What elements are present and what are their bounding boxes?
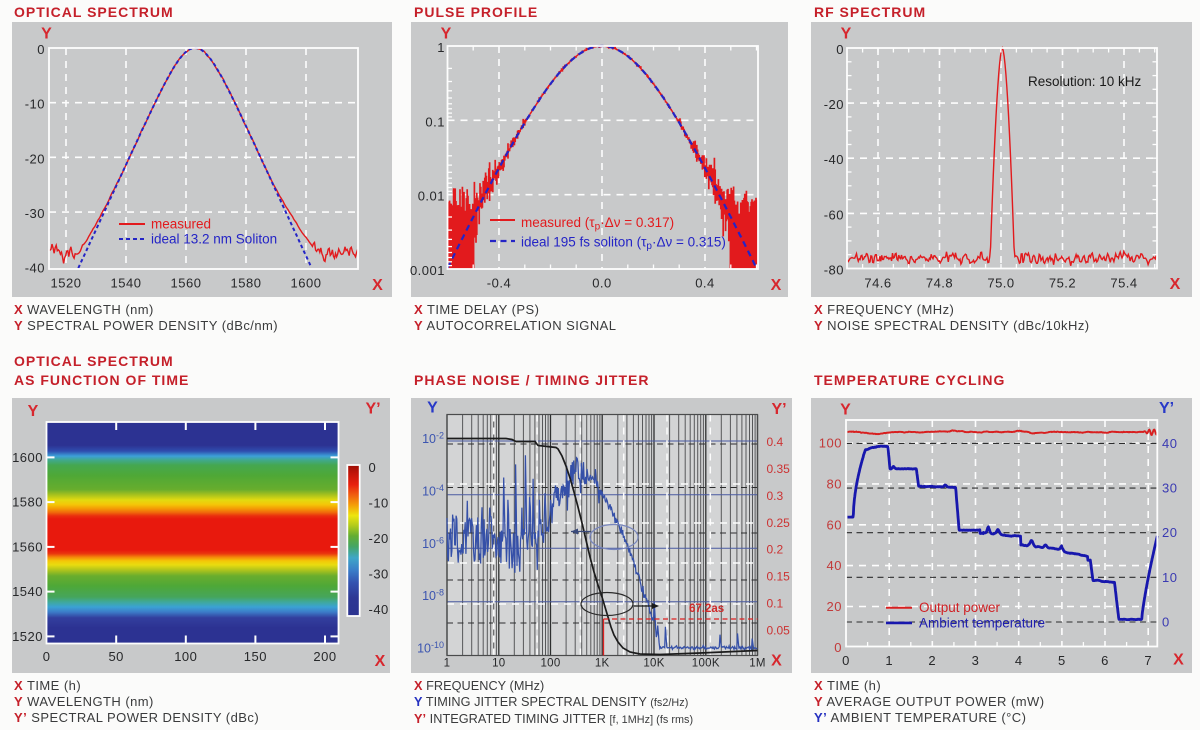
- svg-text:10K: 10K: [643, 658, 664, 670]
- svg-text:Y: Y: [427, 400, 438, 417]
- svg-text:74.6: 74.6: [864, 276, 891, 291]
- svg-text:ideal 195 fs soliton (τp·Δν =: ideal 195 fs soliton (τp·Δν = 0.315): [521, 235, 726, 253]
- svg-text:10: 10: [492, 658, 505, 670]
- svg-text:1: 1: [444, 658, 451, 670]
- svg-text:0: 0: [37, 42, 45, 57]
- svg-text:X: X: [771, 653, 782, 670]
- svg-text:75.4: 75.4: [1110, 276, 1137, 291]
- svg-text:-20: -20: [369, 531, 389, 546]
- svg-text:1540: 1540: [12, 584, 43, 599]
- svg-text:100: 100: [174, 649, 197, 664]
- svg-text:1520: 1520: [12, 629, 43, 644]
- svg-text:Output power: Output power: [919, 600, 1001, 615]
- svg-text:0: 0: [836, 42, 844, 57]
- svg-text:1M: 1M: [749, 658, 766, 670]
- svg-text:Y: Y: [441, 26, 452, 43]
- svg-text:20: 20: [1162, 525, 1177, 540]
- svg-text:measured: measured: [151, 217, 211, 232]
- svg-text:1: 1: [437, 40, 445, 55]
- svg-text:100: 100: [819, 436, 842, 451]
- svg-text:-80: -80: [824, 263, 844, 278]
- svg-text:60: 60: [827, 517, 842, 532]
- svg-text:0.001: 0.001: [410, 263, 445, 278]
- svg-text:1580: 1580: [231, 276, 262, 291]
- svg-text:0.1: 0.1: [767, 597, 784, 611]
- svg-text:3: 3: [972, 653, 980, 668]
- svg-text:1520: 1520: [51, 276, 82, 291]
- svg-text:1K: 1K: [595, 658, 610, 670]
- svg-text:0: 0: [369, 460, 377, 475]
- svg-text:X: X: [1170, 276, 1181, 293]
- svg-text:X: X: [375, 653, 386, 670]
- svg-text:1: 1: [885, 653, 893, 668]
- svg-text:-60: -60: [824, 207, 844, 222]
- svg-text:75.0: 75.0: [987, 276, 1014, 291]
- svg-text:-10: -10: [25, 97, 45, 112]
- svg-text:Y’: Y’: [365, 401, 380, 418]
- svg-text:Y’: Y’: [1159, 400, 1174, 417]
- svg-text:-40: -40: [25, 261, 45, 276]
- svg-text:Y: Y: [841, 26, 852, 43]
- svg-text:0.01: 0.01: [418, 189, 445, 204]
- svg-text:ideal 13.2 nm Soliton: ideal 13.2 nm Soliton: [151, 232, 277, 247]
- svg-text:Ambient temperature: Ambient temperature: [919, 615, 1045, 630]
- svg-text:30: 30: [1162, 481, 1177, 496]
- svg-text:X: X: [1173, 652, 1184, 669]
- svg-text:5: 5: [1058, 653, 1066, 668]
- svg-text:40: 40: [827, 558, 842, 573]
- svg-text:-20: -20: [824, 97, 844, 112]
- svg-text:1560: 1560: [12, 539, 43, 554]
- svg-text:Resolution: 10 kHz: Resolution: 10 kHz: [1028, 74, 1142, 89]
- svg-text:0.2: 0.2: [767, 543, 784, 557]
- svg-text:0.0: 0.0: [592, 276, 612, 291]
- svg-text:X: X: [372, 277, 383, 294]
- svg-text:74.8: 74.8: [926, 276, 953, 291]
- svg-text:100: 100: [540, 658, 560, 670]
- svg-text:-30: -30: [369, 567, 389, 582]
- svg-text:1600: 1600: [12, 450, 43, 465]
- svg-text:150: 150: [244, 649, 267, 664]
- svg-text:1580: 1580: [12, 495, 43, 510]
- svg-text:67.2as: 67.2as: [689, 603, 724, 615]
- svg-text:0.35: 0.35: [767, 462, 791, 476]
- svg-text:0.15: 0.15: [767, 570, 791, 584]
- svg-text:-0.4: -0.4: [487, 276, 511, 291]
- svg-text:80: 80: [827, 476, 842, 491]
- svg-text:6: 6: [1101, 653, 1109, 668]
- svg-text:-40: -40: [824, 152, 844, 167]
- svg-text:7: 7: [1144, 653, 1152, 668]
- svg-text:0: 0: [834, 640, 842, 655]
- svg-text:Y’: Y’: [771, 401, 786, 418]
- svg-text:-20: -20: [25, 151, 45, 166]
- svg-text:75.2: 75.2: [1049, 276, 1076, 291]
- svg-text:0.4: 0.4: [695, 276, 715, 291]
- svg-text:200: 200: [313, 649, 336, 664]
- svg-text:20: 20: [827, 599, 842, 614]
- svg-text:0: 0: [43, 649, 51, 664]
- svg-text:2: 2: [928, 653, 936, 668]
- svg-text:50: 50: [108, 649, 123, 664]
- svg-text:0.3: 0.3: [767, 489, 784, 503]
- svg-text:1560: 1560: [171, 276, 202, 291]
- svg-text:-40: -40: [369, 602, 389, 617]
- svg-text:X: X: [771, 277, 782, 294]
- svg-text:0.1: 0.1: [425, 114, 445, 129]
- svg-text:4: 4: [1015, 653, 1023, 668]
- svg-text:Y: Y: [840, 402, 851, 419]
- svg-text:Y: Y: [28, 403, 39, 420]
- svg-text:0: 0: [842, 653, 850, 668]
- svg-text:0.25: 0.25: [767, 516, 791, 530]
- svg-text:10: 10: [1162, 570, 1177, 585]
- svg-text:0: 0: [1162, 615, 1170, 630]
- svg-text:100K: 100K: [692, 658, 720, 670]
- svg-text:0.4: 0.4: [767, 435, 784, 449]
- svg-text:-10: -10: [369, 495, 389, 510]
- svg-text:-30: -30: [25, 206, 45, 221]
- svg-text:0.05: 0.05: [767, 624, 791, 638]
- svg-text:40: 40: [1162, 436, 1177, 451]
- svg-text:1600: 1600: [291, 276, 322, 291]
- svg-text:measured (τp·Δν = 0.317): measured (τp·Δν = 0.317): [521, 215, 674, 233]
- svg-text:Y: Y: [41, 26, 52, 43]
- svg-text:1540: 1540: [111, 276, 142, 291]
